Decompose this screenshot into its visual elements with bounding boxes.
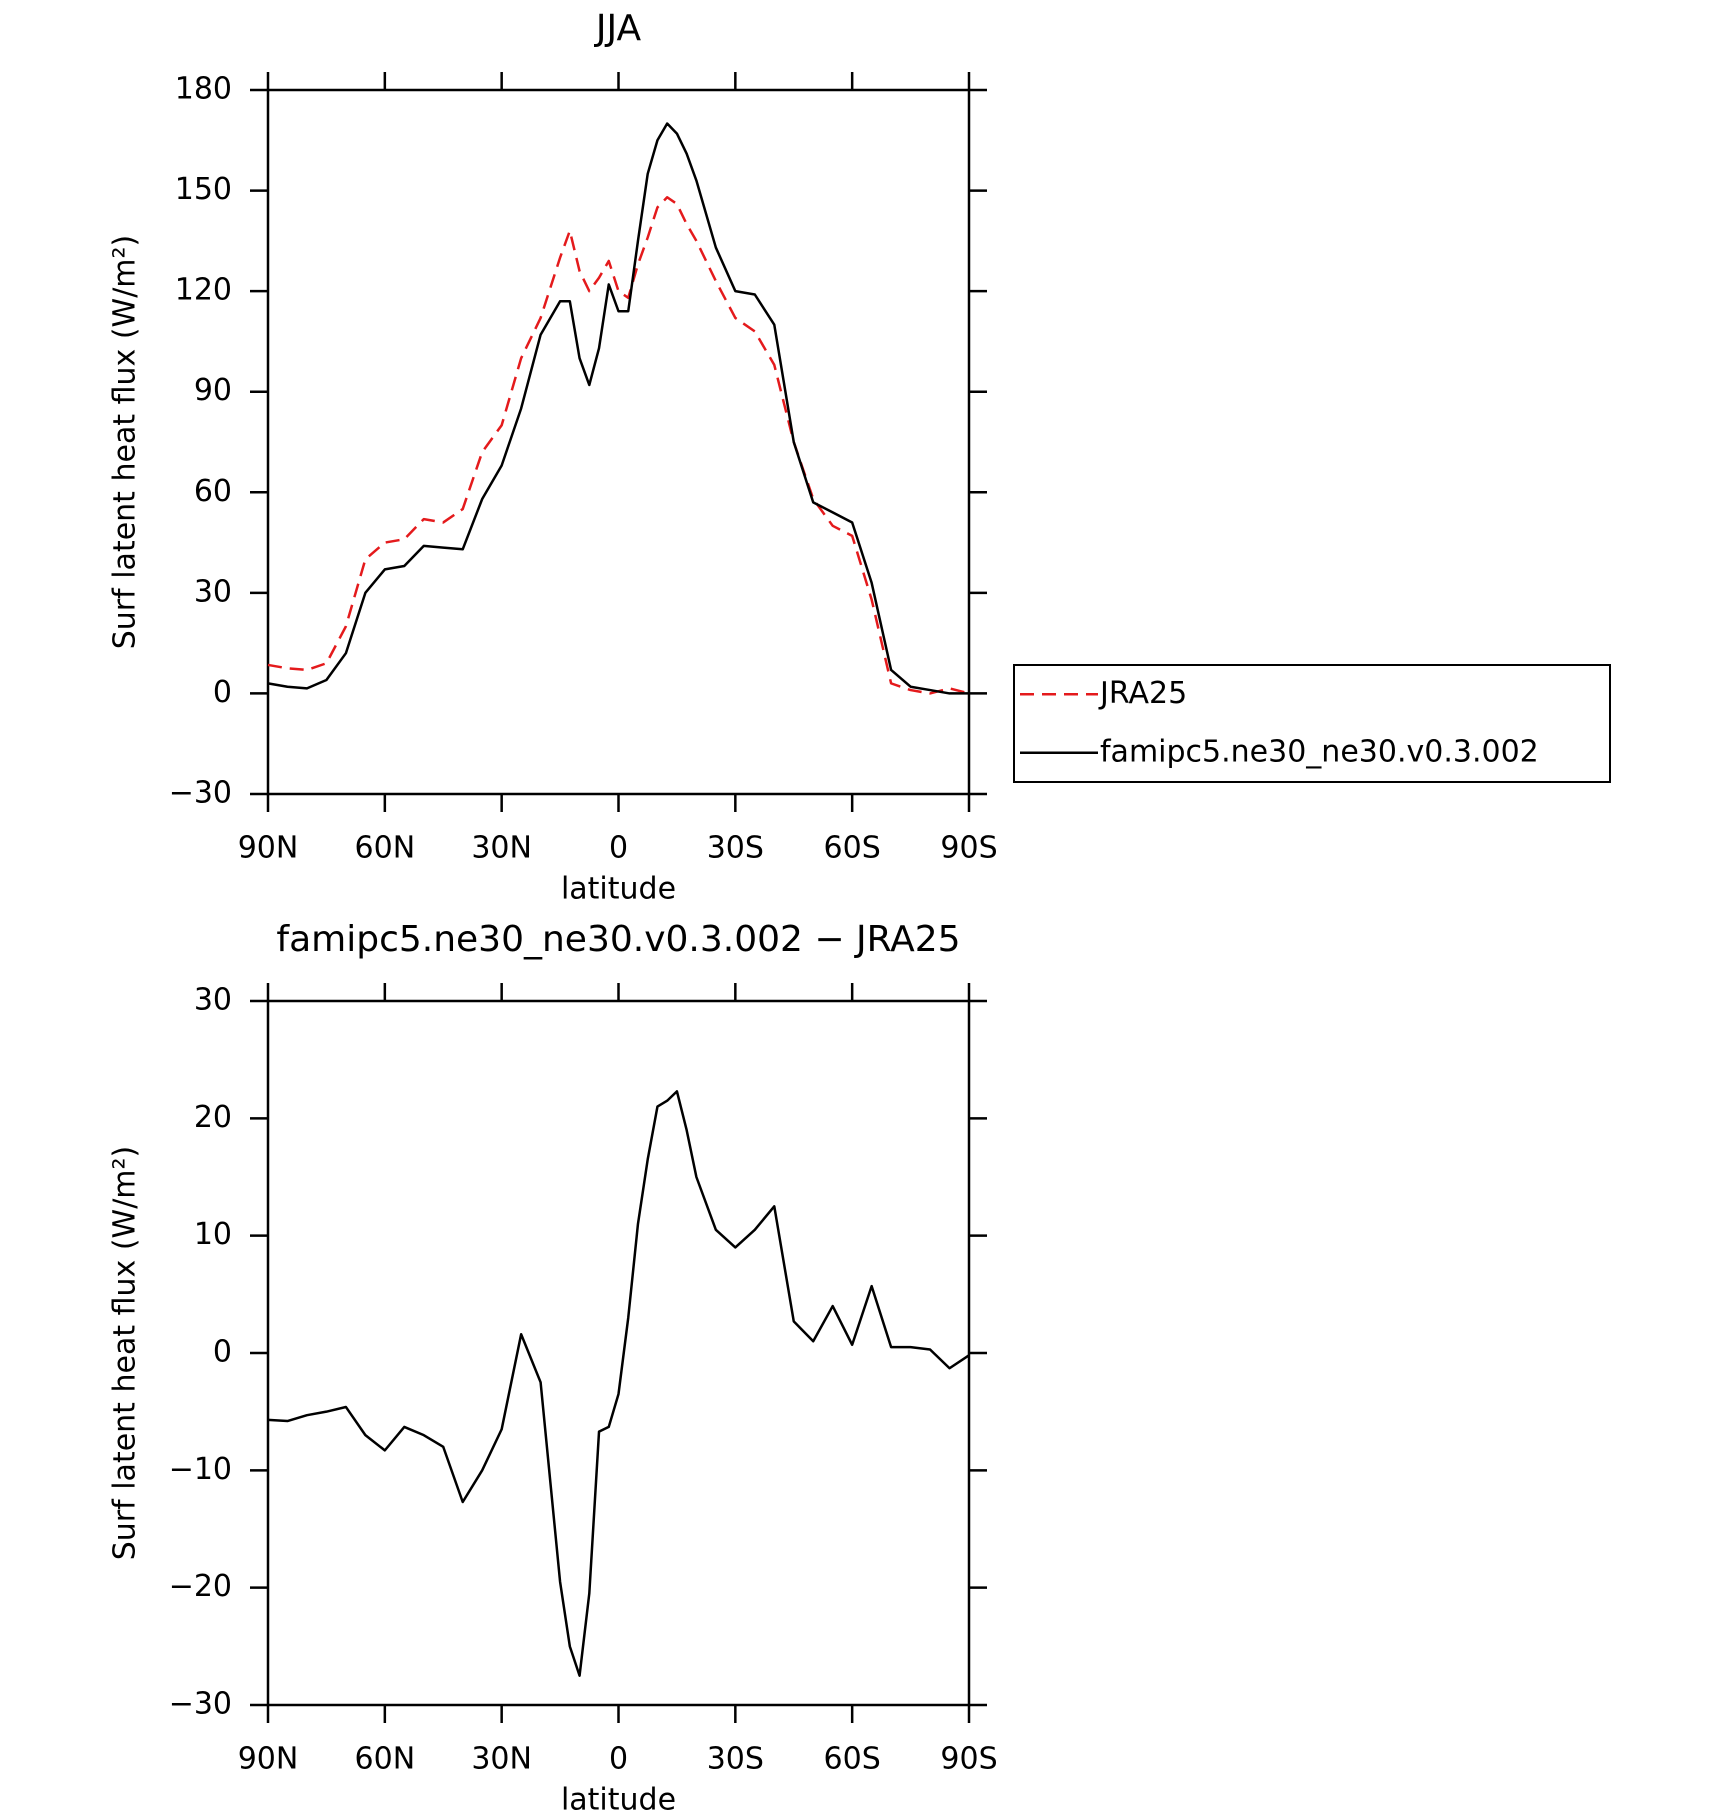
x-tick-label: 30S (707, 831, 764, 866)
y-tick-label: −30 (169, 1687, 232, 1722)
chart-title: JJA (594, 8, 642, 49)
x-tick-label: 0 (609, 1742, 628, 1777)
y-tick-label: 30 (194, 574, 232, 609)
x-tick-label: 90S (940, 1742, 997, 1777)
plot-frame (266, 999, 971, 1707)
legend-box (1013, 664, 1611, 783)
x-tick-label: 0 (609, 831, 628, 866)
chart-title: famipc5.ne30_ne30.v0.3.002 − JRA25 (276, 919, 960, 960)
y-axis-label: Surf latent heat flux (W/m²) (108, 235, 143, 650)
y-tick-label: 120 (175, 273, 232, 308)
y-tick-label: 150 (175, 172, 232, 207)
legend-label: famipc5.ne30_ne30.v0.3.002 (1100, 734, 1539, 769)
x-tick-label: 30S (707, 1742, 764, 1777)
y-tick-label: 20 (194, 1100, 232, 1135)
x-tick-label: 60S (824, 831, 881, 866)
x-tick-label: 60S (824, 1742, 881, 1777)
x-axis-label: latitude (561, 872, 676, 907)
y-tick-label: 0 (213, 1335, 232, 1370)
x-tick-label: 90S (940, 831, 997, 866)
x-tick-label: 60N (355, 1742, 416, 1777)
x-tick-label: 90N (238, 831, 299, 866)
y-tick-label: −30 (169, 776, 232, 811)
y-tick-label: 10 (194, 1217, 232, 1252)
x-axis-label: latitude (561, 1783, 676, 1816)
y-tick-label: 30 (194, 983, 232, 1018)
data-line (267, 196, 970, 695)
y-axis-label: Surf latent heat flux (W/m²) (108, 1146, 143, 1561)
x-tick-label: 30N (471, 1742, 532, 1777)
y-tick-label: 90 (194, 373, 232, 408)
y-tick-label: 0 (213, 675, 232, 710)
x-tick-label: 30N (471, 831, 532, 866)
x-tick-label: 90N (238, 1742, 299, 1777)
y-tick-label: 180 (175, 72, 232, 107)
x-tick-label: 60N (355, 831, 416, 866)
legend-label: JRA25 (1098, 676, 1187, 711)
plot-frame (266, 88, 971, 796)
data-line (267, 1090, 970, 1677)
data-line (267, 122, 969, 695)
y-tick-label: −20 (169, 1569, 232, 1604)
y-tick-label: −10 (169, 1452, 232, 1487)
y-tick-label: 60 (194, 474, 232, 509)
